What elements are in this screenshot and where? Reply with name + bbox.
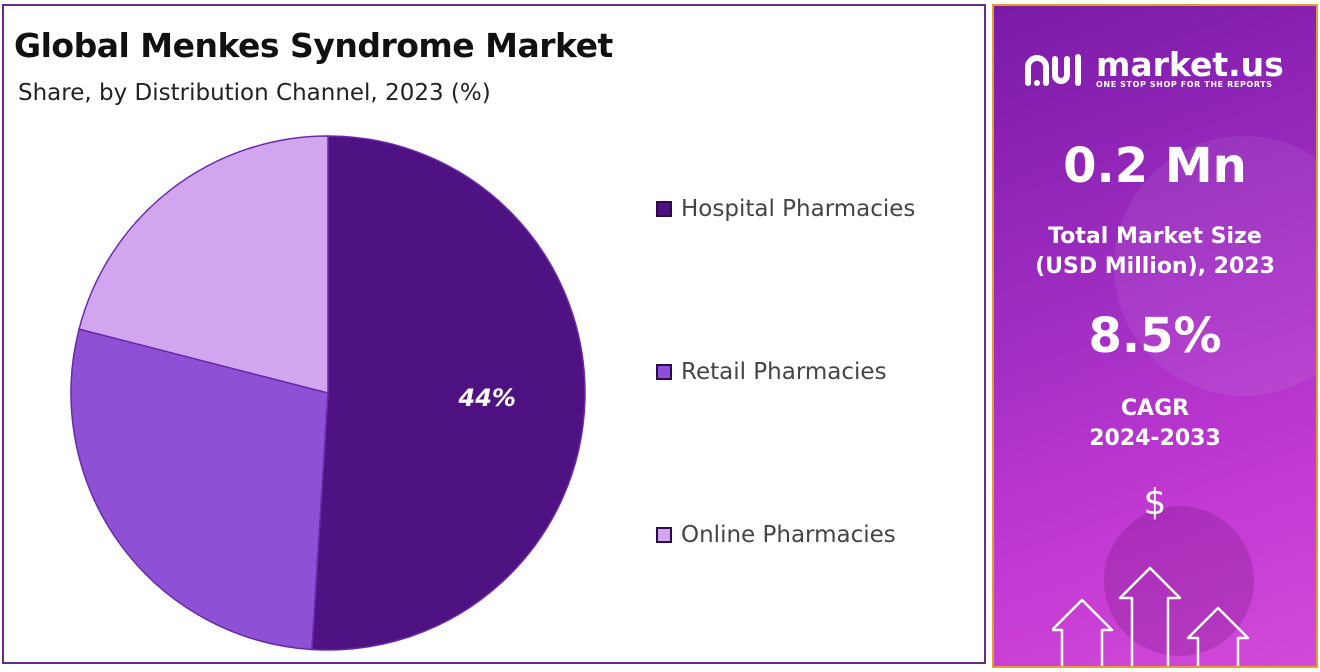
- decorative-circle: [1104, 506, 1254, 656]
- market-size-label-line1: Total Market Size: [1048, 224, 1262, 249]
- market-us-logo-icon: [1025, 53, 1081, 86]
- stats-sidebar: market.us ONE STOP SHOP FOR THE REPORTS …: [992, 4, 1318, 668]
- legend-label: Online Pharmacies: [681, 522, 896, 548]
- pie-chart: 44%: [70, 135, 586, 651]
- legend-swatch: [656, 364, 672, 380]
- chart-title: Global Menkes Syndrome Market: [14, 26, 613, 65]
- pie-slice-hospital-pharmacies: [311, 135, 586, 651]
- cagr-label-line2: 2024-2033: [1089, 426, 1221, 451]
- cagr-value: 8.5%: [1088, 308, 1222, 364]
- cagr-label-line1: CAGR: [1120, 396, 1190, 421]
- legend-item: Retail Pharmacies: [656, 359, 887, 385]
- legend-swatch: [656, 201, 672, 217]
- brand-name: market.us: [1096, 45, 1284, 84]
- growth-arrows-icon: [1052, 566, 1250, 666]
- legend-item: Hospital Pharmacies: [656, 196, 915, 222]
- market-size-label-line2: (USD Million), 2023: [1035, 254, 1275, 279]
- legend-label: Hospital Pharmacies: [681, 196, 916, 222]
- brand-logo: market.us ONE STOP SHOP FOR THE REPORTS: [1024, 45, 1284, 89]
- market-size-value: 0.2 Mn: [1063, 138, 1247, 194]
- pie-data-label: 44%: [458, 384, 516, 412]
- pie-slice-online-pharmacies: [78, 135, 329, 394]
- legend-item: Online Pharmacies: [656, 522, 896, 548]
- brand-tagline: ONE STOP SHOP FOR THE REPORTS: [1096, 80, 1273, 89]
- legend-swatch: [656, 527, 672, 543]
- chart-subtitle: Share, by Distribution Channel, 2023 (%): [18, 80, 491, 106]
- decorative-circle: [1114, 136, 1316, 396]
- legend-label: Retail Pharmacies: [681, 359, 887, 385]
- pie-slice-retail-pharmacies: [70, 328, 329, 651]
- chart-panel: Global Menkes Syndrome Market Share, by …: [2, 4, 986, 664]
- dollar-icon: $: [1143, 482, 1167, 523]
